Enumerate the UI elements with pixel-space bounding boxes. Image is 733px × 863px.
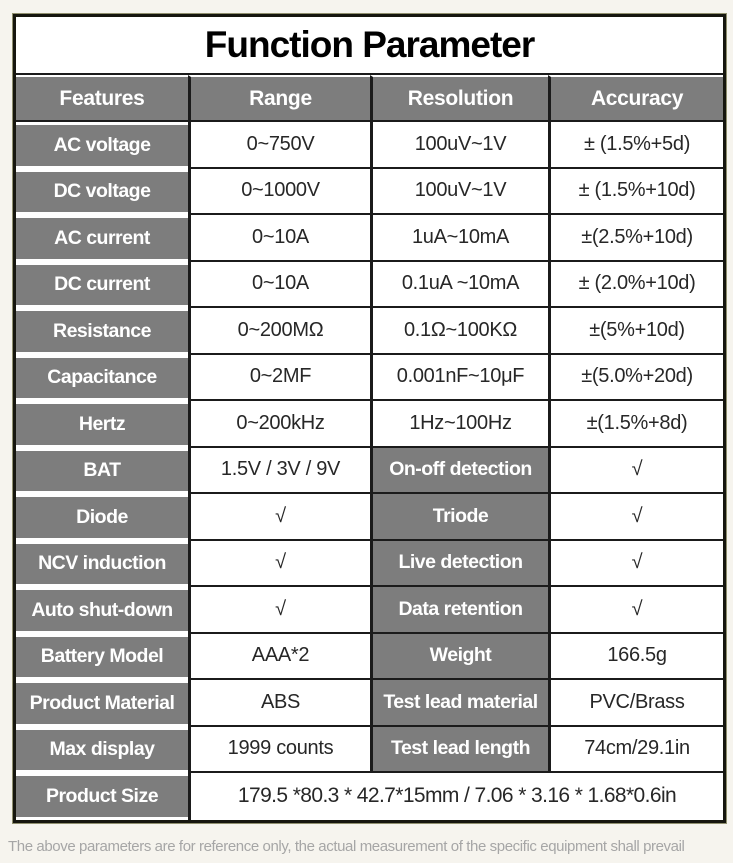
accuracy-value: ±(1.5%+8d) [548,401,724,448]
product-size-value: 179.5 *80.3 * 42.7*15mm / 7.06 * 3.16 * … [188,773,724,820]
feature-label: Test lead material [370,680,548,727]
resolution-value: 1uA~10mA [370,215,548,262]
page-title: Function Parameter [16,17,724,75]
feature-value: √ [548,587,724,634]
feature-label: DC voltage [16,168,188,215]
feature-label: Hertz [16,401,188,448]
feature-value: PVC/Brass [548,680,724,727]
feature-label: NCV induction [16,540,188,587]
feature-label: AC current [16,215,188,262]
table-row: DC current 0~10A 0.1uA ~10mA ± (2.0%+10d… [16,261,724,308]
accuracy-value: ± (2.0%+10d) [548,261,724,308]
title-row: Function Parameter [16,17,724,75]
feature-label: DC current [16,261,188,308]
resolution-value: 100uV~1V [370,122,548,169]
table-row: DC voltage 0~1000V 100uV~1V ± (1.5%+10d) [16,168,724,215]
resolution-value: 0.1uA ~10mA [370,261,548,308]
resolution-value: 100uV~1V [370,168,548,215]
header-row: Features Range Resolution Accuracy [16,75,724,122]
feature-label: Resistance [16,308,188,355]
feature-value: √ [548,447,724,494]
range-value: 0~10A [188,215,370,262]
feature-value: 1999 counts [188,726,370,773]
feature-value: √ [548,494,724,541]
function-parameter-table: Function Parameter Features Range Resolu… [11,13,728,824]
feature-value: 74cm/29.1in [548,726,724,773]
feature-label: Capacitance [16,354,188,401]
table-row: Product Material ABS Test lead material … [16,680,724,727]
table-row: Max display 1999 counts Test lead length… [16,726,724,773]
feature-label: Product Material [16,680,188,727]
accuracy-value: ±(2.5%+10d) [548,215,724,262]
accuracy-value: ± (1.5%+5d) [548,122,724,169]
range-value: 0~2MF [188,354,370,401]
column-header-features: Features [16,75,188,122]
feature-label: AC voltage [16,122,188,169]
table-row: Resistance 0~200MΩ 0.1Ω~100KΩ ±(5%+10d) [16,308,724,355]
feature-value: AAA*2 [188,633,370,680]
table-row: Diode √ Triode √ [16,494,724,541]
accuracy-value: ±(5%+10d) [548,308,724,355]
feature-label: Test lead length [370,726,548,773]
feature-label: Triode [370,494,548,541]
resolution-value: 0.1Ω~100KΩ [370,308,548,355]
feature-value: 1.5V / 3V / 9V [188,447,370,494]
table-row: Battery Model AAA*2 Weight 166.5g [16,633,724,680]
feature-value: √ [188,540,370,587]
disclaimer-text: The above parameters are for reference o… [8,837,685,855]
column-header-range: Range [188,75,370,122]
feature-label: Data retention [370,587,548,634]
accuracy-value: ± (1.5%+10d) [548,168,724,215]
feature-label: Product Size [16,773,188,820]
range-value: 0~200kHz [188,401,370,448]
range-value: 0~10A [188,261,370,308]
column-header-resolution: Resolution [370,75,548,122]
resolution-value: 0.001nF~10μF [370,354,548,401]
feature-label: On-off detection [370,447,548,494]
feature-label: Max display [16,726,188,773]
range-value: 0~750V [188,122,370,169]
feature-label: Live detection [370,540,548,587]
resolution-value: 1Hz~100Hz [370,401,548,448]
feature-value: 166.5g [548,633,724,680]
feature-label: Diode [16,494,188,541]
accuracy-value: ±(5.0%+20d) [548,354,724,401]
feature-value: √ [188,587,370,634]
feature-value: ABS [188,680,370,727]
column-header-accuracy: Accuracy [548,75,724,122]
feature-label: Battery Model [16,633,188,680]
table-row: AC current 0~10A 1uA~10mA ±(2.5%+10d) [16,215,724,262]
table-row: AC voltage 0~750V 100uV~1V ± (1.5%+5d) [16,122,724,169]
table-row: Hertz 0~200kHz 1Hz~100Hz ±(1.5%+8d) [16,401,724,448]
feature-value: √ [548,540,724,587]
table-row: Auto shut-down √ Data retention √ [16,587,724,634]
feature-value: √ [188,494,370,541]
range-value: 0~1000V [188,168,370,215]
feature-label: Weight [370,633,548,680]
table-row: Capacitance 0~2MF 0.001nF~10μF ±(5.0%+20… [16,354,724,401]
table-row: BAT 1.5V / 3V / 9V On-off detection √ [16,447,724,494]
table-row: Product Size 179.5 *80.3 * 42.7*15mm / 7… [16,773,724,820]
range-value: 0~200MΩ [188,308,370,355]
feature-label: Auto shut-down [16,587,188,634]
table-row: NCV induction √ Live detection √ [16,540,724,587]
feature-label: BAT [16,447,188,494]
